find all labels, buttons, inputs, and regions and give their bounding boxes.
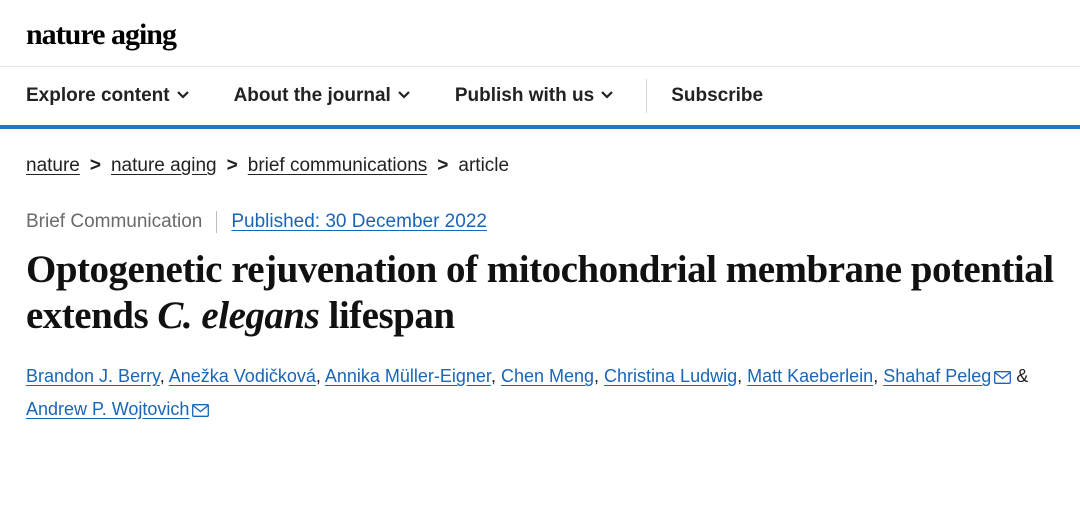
author-separator: , <box>594 366 604 386</box>
article-title: Optogenetic rejuvenation of mitochondria… <box>26 247 1054 339</box>
site-header: nature aging <box>0 0 1080 67</box>
author-link[interactable]: Shahaf Peleg <box>883 366 991 386</box>
breadcrumb-link[interactable]: nature <box>26 155 80 177</box>
title-text-italic: C. elegans <box>157 294 319 337</box>
breadcrumb-link[interactable]: nature aging <box>111 155 217 177</box>
published-date-link[interactable]: Published: 30 December 2022 <box>231 211 487 233</box>
journal-logo[interactable]: nature aging <box>26 18 1054 52</box>
article-content: nature > nature aging > brief communicat… <box>0 129 1080 434</box>
chevron-down-icon <box>397 88 411 105</box>
author-link[interactable]: Brandon J. Berry <box>26 366 160 386</box>
nav-label: Publish with us <box>455 85 594 107</box>
breadcrumb-current: article <box>458 155 509 177</box>
nav-label: About the journal <box>234 85 391 107</box>
nav-divider <box>646 79 647 113</box>
author-link[interactable]: Andrew P. Wojtovich <box>26 399 189 419</box>
title-text-post: lifespan <box>319 294 454 337</box>
meta-divider <box>216 211 217 233</box>
author-link[interactable]: Anežka Vodičková <box>169 366 316 386</box>
main-nav: Explore content About the journal Publis… <box>0 67 1080 129</box>
mail-icon <box>192 396 209 427</box>
author-list: Brandon J. Berry, Anežka Vodičková, Anni… <box>26 361 1054 426</box>
author-link[interactable]: Christina Ludwig <box>604 366 737 386</box>
nav-label: Subscribe <box>671 85 763 107</box>
mail-icon <box>994 363 1011 394</box>
author-link[interactable]: Matt Kaeberlein <box>747 366 873 386</box>
nav-label: Explore content <box>26 85 170 107</box>
author-separator: & <box>1011 366 1028 386</box>
chevron-right-icon: > <box>227 155 238 177</box>
chevron-right-icon: > <box>90 155 101 177</box>
author-separator: , <box>316 366 325 386</box>
article-type: Brief Communication <box>26 211 202 233</box>
author-link[interactable]: Annika Müller-Eigner <box>325 366 491 386</box>
chevron-right-icon: > <box>437 155 448 177</box>
nav-subscribe[interactable]: Subscribe <box>671 85 763 107</box>
breadcrumb-link[interactable]: brief communications <box>248 155 428 177</box>
author-separator: , <box>873 366 883 386</box>
nav-about-journal[interactable]: About the journal <box>234 85 411 107</box>
chevron-down-icon <box>176 88 190 105</box>
author-separator: , <box>737 366 747 386</box>
author-separator: , <box>491 366 501 386</box>
author-link[interactable]: Chen Meng <box>501 366 594 386</box>
chevron-down-icon <box>600 88 614 105</box>
breadcrumb: nature > nature aging > brief communicat… <box>26 155 1054 177</box>
nav-publish-with-us[interactable]: Publish with us <box>455 85 614 107</box>
author-separator: , <box>160 366 169 386</box>
nav-explore-content[interactable]: Explore content <box>26 85 190 107</box>
article-meta: Brief Communication Published: 30 Decemb… <box>26 211 1054 233</box>
